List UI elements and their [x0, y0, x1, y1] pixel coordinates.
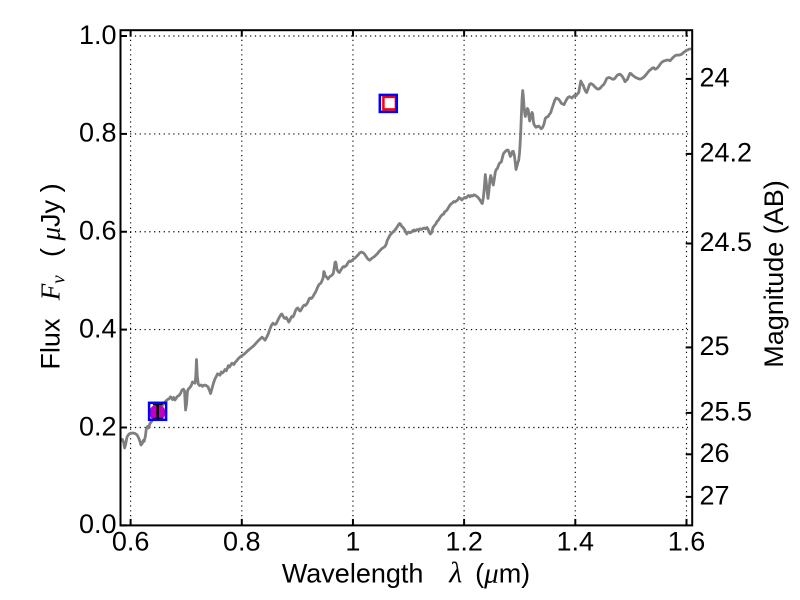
svg-text:0.2: 0.2: [79, 411, 117, 441]
svg-text:25: 25: [700, 331, 730, 361]
svg-text:0.6: 0.6: [112, 527, 150, 557]
svg-text:0.8: 0.8: [223, 527, 261, 557]
svg-text:27: 27: [700, 480, 730, 510]
svg-text:Magnitude (AB): Magnitude (AB): [759, 180, 789, 368]
svg-text:0.6: 0.6: [79, 216, 117, 246]
svg-text:1.4: 1.4: [557, 527, 595, 557]
svg-text:1: 1: [345, 527, 360, 557]
svg-text:0.0: 0.0: [79, 509, 117, 539]
svg-text:1.2: 1.2: [445, 527, 483, 557]
svg-text:25.5: 25.5: [700, 396, 753, 426]
svg-text:0.8: 0.8: [79, 118, 117, 148]
svg-text:24.5: 24.5: [700, 227, 753, 257]
svg-text:1.0: 1.0: [79, 20, 117, 50]
svg-text:24: 24: [700, 62, 730, 92]
svg-text:Wavelength λ (μm): Wavelength λ (μm): [282, 557, 530, 590]
svg-text:26: 26: [700, 438, 730, 468]
svg-text:24.2: 24.2: [700, 137, 753, 167]
svg-text:1.6: 1.6: [668, 527, 706, 557]
svg-text:0.4: 0.4: [79, 313, 117, 343]
